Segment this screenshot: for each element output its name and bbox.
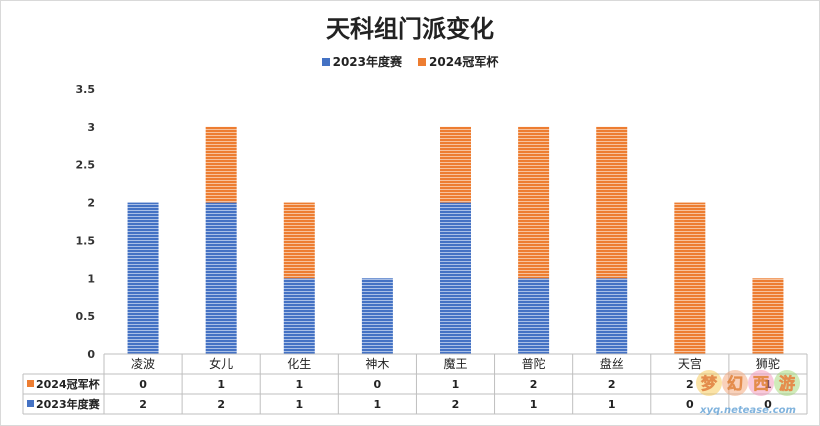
bar-2024 [518, 126, 550, 279]
data-table: 凌波 女儿 化生 神木 魔王 普陀 盘丝 天宫 狮驼 2024冠军杯 0 1 1 0 1 2 2 2 1 2023年度… [22, 353, 808, 415]
legend-item-2024: 2024冠军杯 [418, 53, 498, 70]
table-cell: 2 [608, 378, 616, 391]
watermark-logo: 梦幻西游 xyq.netease.com [696, 370, 800, 416]
chart-title: 天科组门派变化 [326, 15, 494, 43]
bar-2023 [596, 278, 628, 354]
watermark-logo-char: 梦 [701, 374, 718, 393]
x-category-label: 化生 [287, 357, 311, 371]
x-category-label: 狮驼 [756, 356, 780, 371]
table-cell: 0 [374, 378, 382, 391]
bar-2024 [440, 126, 471, 203]
bar-2023 [205, 202, 237, 354]
watermark-logo-char: 幻 [727, 374, 743, 393]
y-tick-label: 2.5 [76, 159, 96, 172]
legend-swatch-2023 [321, 57, 330, 66]
x-category-label: 凌波 [131, 357, 155, 371]
table-cell: 1 [295, 378, 303, 391]
legend: 2023年度赛 2024冠军杯 [1, 53, 819, 70]
table-cell: 2 [217, 398, 225, 411]
watermark-logo-char: 西 [753, 374, 769, 393]
y-tick-label: 0 [87, 348, 95, 361]
watermark-site: xyq.netease.com [699, 405, 796, 416]
bar-2023 [518, 278, 550, 354]
bar-2024 [752, 278, 784, 354]
table-legend-key [27, 380, 34, 387]
y-tick-label: 2 [87, 197, 95, 210]
table-cell: 2 [139, 398, 147, 411]
bar-2023 [440, 202, 471, 354]
x-category-label: 盘丝 [600, 356, 624, 371]
table-cell: 2 [452, 398, 460, 411]
table-cell: 1 [530, 398, 538, 411]
x-category-label: 女儿 [209, 356, 233, 371]
y-tick-label: 3.5 [76, 83, 96, 96]
bar-2024 [283, 202, 315, 279]
y-axis: 0 0.5 1 1.5 2 2.5 3 3.5 [76, 83, 96, 361]
watermark-blob [748, 370, 774, 396]
legend-item-2023: 2023年度赛 [321, 53, 402, 70]
x-category-label: 普陀 [522, 356, 546, 371]
y-tick-label: 1 [87, 272, 95, 285]
table-cell: 0 [764, 398, 772, 411]
table-cell: 1 [764, 378, 772, 391]
watermark-blob [774, 370, 800, 396]
bars [104, 126, 807, 355]
bar-2024 [596, 126, 628, 279]
table-cell: 1 [374, 398, 382, 411]
table-cell: 1 [295, 398, 303, 411]
table-row-header: 2024冠军杯 [36, 377, 101, 391]
y-tick-label: 1.5 [76, 234, 96, 247]
table-cell: 1 [452, 378, 460, 391]
table-cell: 0 [139, 378, 147, 391]
legend-swatch-2024 [418, 57, 426, 66]
watermark-blob [696, 370, 722, 396]
watermark-blob [722, 370, 748, 396]
table-row-header: 2023年度赛 [36, 397, 101, 411]
x-category-label: 神木 [365, 357, 389, 371]
x-category-label: 魔王 [443, 356, 467, 371]
bar-2023 [361, 278, 393, 354]
watermark-logo-char: 游 [779, 374, 795, 393]
table-cell: 2 [530, 378, 538, 391]
table-legend-key [27, 400, 34, 407]
legend-label-2024: 2024冠军杯 [429, 55, 499, 69]
bar-2023 [283, 278, 315, 354]
table-cell: 2 [686, 378, 694, 391]
table-cell: 1 [608, 398, 616, 411]
bar-2023 [127, 202, 159, 354]
y-tick-label: 3 [87, 121, 95, 134]
y-tick-label: 0.5 [76, 310, 96, 323]
bar-2024 [205, 126, 237, 203]
bar-2024 [674, 202, 706, 354]
table-cell: 1 [217, 378, 225, 391]
x-category-label: 天宫 [678, 356, 702, 371]
legend-label-2023: 2023年度赛 [332, 55, 402, 69]
table-cell: 0 [686, 398, 694, 411]
